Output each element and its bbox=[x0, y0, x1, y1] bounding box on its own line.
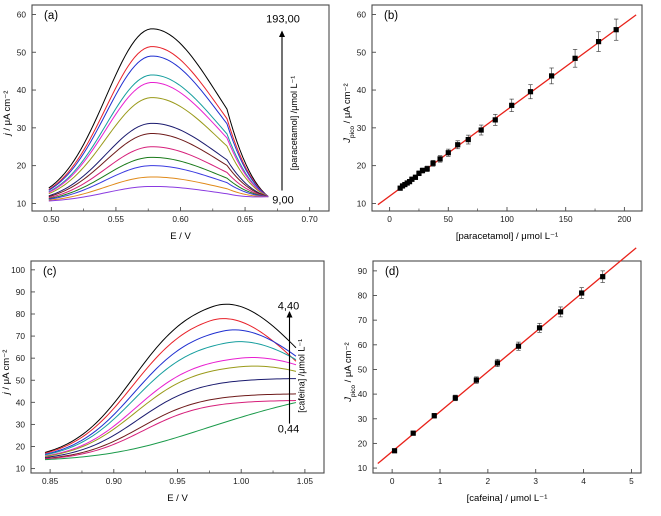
svg-text:(c): (c) bbox=[43, 266, 57, 278]
svg-text:0.50: 0.50 bbox=[43, 214, 60, 224]
svg-text:10: 10 bbox=[358, 463, 368, 473]
svg-text:100: 100 bbox=[11, 265, 25, 275]
svg-text:80: 80 bbox=[358, 291, 368, 301]
svg-text:0: 0 bbox=[387, 214, 392, 224]
svg-text:20: 20 bbox=[358, 438, 368, 448]
svg-text:193,00: 193,00 bbox=[266, 14, 300, 26]
svg-text:20: 20 bbox=[16, 442, 26, 452]
svg-text:0.70: 0.70 bbox=[302, 214, 319, 224]
svg-text:(b): (b) bbox=[384, 10, 398, 22]
svg-text:70: 70 bbox=[358, 315, 368, 325]
svg-text:40: 40 bbox=[17, 85, 27, 95]
svg-text:0.90: 0.90 bbox=[106, 476, 123, 486]
svg-text:0.95: 0.95 bbox=[169, 476, 186, 486]
svg-text:100: 100 bbox=[500, 214, 514, 224]
svg-text:4: 4 bbox=[581, 476, 586, 486]
svg-text:0.65: 0.65 bbox=[237, 214, 254, 224]
svg-text:40: 40 bbox=[358, 389, 368, 399]
svg-text:3: 3 bbox=[533, 476, 538, 486]
svg-text:10: 10 bbox=[16, 464, 26, 474]
svg-text:0.55: 0.55 bbox=[108, 214, 125, 224]
svg-text:80: 80 bbox=[16, 309, 26, 319]
svg-text:50: 50 bbox=[358, 364, 368, 374]
svg-text:50: 50 bbox=[17, 47, 27, 57]
svg-text:9,00: 9,00 bbox=[272, 195, 293, 207]
svg-text:200: 200 bbox=[617, 214, 631, 224]
svg-text:30: 30 bbox=[17, 123, 27, 133]
svg-text:(d): (d) bbox=[385, 266, 399, 278]
svg-text:E / V: E / V bbox=[170, 231, 191, 242]
svg-text:[paracetamol] / μmol L⁻¹: [paracetamol] / μmol L⁻¹ bbox=[456, 231, 558, 242]
svg-text:50: 50 bbox=[357, 47, 367, 57]
svg-text:30: 30 bbox=[358, 414, 368, 424]
svg-text:50: 50 bbox=[16, 375, 26, 385]
svg-text:90: 90 bbox=[358, 266, 368, 276]
svg-text:j / μA cm⁻²: j / μA cm⁻² bbox=[2, 91, 13, 138]
svg-text:0.85: 0.85 bbox=[42, 476, 59, 486]
svg-text:1.05: 1.05 bbox=[297, 476, 314, 486]
svg-text:0: 0 bbox=[390, 476, 395, 486]
svg-text:40: 40 bbox=[357, 85, 367, 95]
svg-text:50: 50 bbox=[444, 214, 454, 224]
svg-text:10: 10 bbox=[357, 198, 367, 208]
svg-text:0,44: 0,44 bbox=[278, 424, 299, 436]
svg-text:30: 30 bbox=[16, 419, 26, 429]
svg-text:30: 30 bbox=[357, 123, 367, 133]
svg-text:[cafeina] /μmol L⁻¹: [cafeina] /μmol L⁻¹ bbox=[297, 339, 307, 413]
svg-text:20: 20 bbox=[17, 161, 27, 171]
svg-text:[cafeina] / μmol L⁻¹: [cafeina] / μmol L⁻¹ bbox=[467, 493, 548, 504]
svg-text:1.00: 1.00 bbox=[233, 476, 250, 486]
svg-text:90: 90 bbox=[16, 287, 26, 297]
svg-text:10: 10 bbox=[17, 198, 27, 208]
svg-text:1: 1 bbox=[438, 476, 443, 486]
svg-text:j / μA cm⁻²: j / μA cm⁻² bbox=[1, 350, 12, 397]
svg-text:40: 40 bbox=[16, 397, 26, 407]
svg-text:60: 60 bbox=[358, 340, 368, 350]
svg-text:(a): (a) bbox=[44, 10, 58, 22]
svg-text:60: 60 bbox=[17, 9, 27, 19]
svg-text:60: 60 bbox=[357, 9, 367, 19]
svg-text:4,40: 4,40 bbox=[278, 301, 299, 313]
svg-text:20: 20 bbox=[357, 161, 367, 171]
svg-text:[paracetamol] /μmol L⁻¹: [paracetamol] /μmol L⁻¹ bbox=[289, 76, 299, 170]
svg-text:60: 60 bbox=[16, 353, 26, 363]
svg-text:5: 5 bbox=[629, 476, 634, 486]
svg-text:E / V: E / V bbox=[167, 493, 188, 504]
svg-text:0.60: 0.60 bbox=[172, 214, 189, 224]
svg-text:70: 70 bbox=[16, 331, 26, 341]
svg-text:150: 150 bbox=[559, 214, 573, 224]
svg-text:2: 2 bbox=[486, 476, 491, 486]
